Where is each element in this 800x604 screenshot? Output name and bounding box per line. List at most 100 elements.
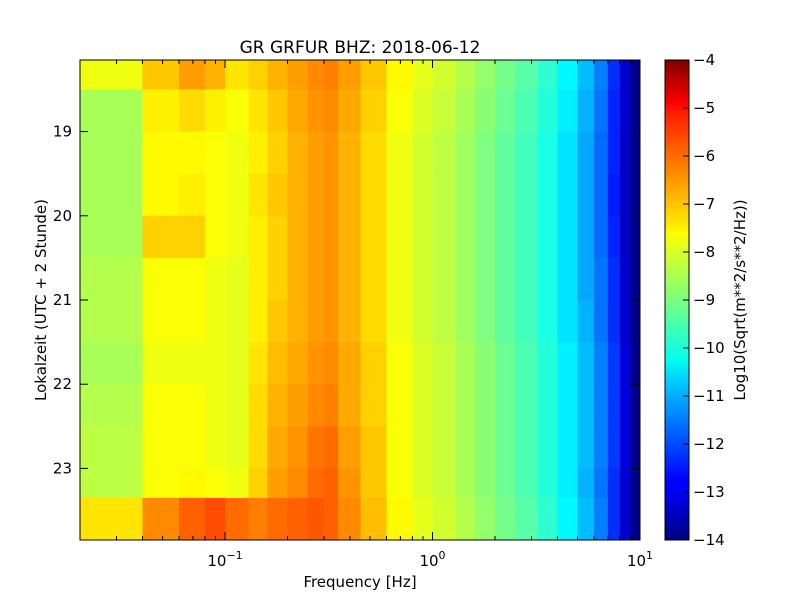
- heatmap-cell: [537, 60, 559, 91]
- heatmap-cell: [248, 131, 268, 175]
- heatmap-cell: [557, 131, 579, 175]
- heatmap-cell: [179, 60, 206, 91]
- heatmap-cell: [386, 426, 413, 470]
- heatmap-cell: [225, 257, 250, 301]
- heatmap-cell: [225, 468, 250, 499]
- heatmap-cell: [225, 173, 250, 217]
- heatmap-cell: [360, 215, 388, 259]
- heatmap-cell: [456, 60, 476, 91]
- heatmap-cell: [80, 131, 144, 175]
- heatmap-cell: [337, 215, 362, 259]
- heatmap-cell: [474, 468, 496, 499]
- heatmap-cell: [225, 384, 250, 427]
- heatmap-cell: [248, 60, 268, 91]
- heatmap-cell: [593, 215, 609, 259]
- heatmap-cell: [593, 342, 609, 385]
- heatmap-cell: [619, 342, 632, 385]
- x-tick-label: 100: [419, 549, 445, 570]
- heatmap-cell: [537, 89, 559, 133]
- heatmap-cell: [204, 131, 226, 175]
- heatmap-cell: [474, 131, 496, 175]
- heatmap-cell: [225, 497, 250, 540]
- heatmap-cell: [515, 257, 538, 301]
- heatmap-cell: [204, 384, 226, 427]
- heatmap-cell: [80, 468, 144, 499]
- heatmap-cell: [307, 60, 325, 91]
- heatmap-cell: [494, 384, 516, 427]
- heatmap-cell: [80, 60, 144, 91]
- colorbar-tick-label: −5: [693, 99, 715, 117]
- heatmap-cell: [267, 342, 289, 385]
- colorbar-label: Log10(Sqrt(m**2/s**2/Hz)): [731, 199, 749, 400]
- heatmap-cell: [432, 257, 457, 301]
- heatmap-cell: [225, 426, 250, 470]
- heatmap-cell: [515, 173, 538, 217]
- y-tick-label: 20: [53, 207, 72, 225]
- heatmap-cell: [287, 173, 309, 217]
- heatmap-cell: [337, 173, 362, 217]
- heatmap-cell: [607, 300, 621, 343]
- heatmap-cell: [577, 173, 595, 217]
- colorbar-tick-label: −13: [693, 483, 725, 501]
- heatmap-cell: [204, 468, 226, 499]
- heatmap-cell: [432, 131, 457, 175]
- heatmap-cell: [287, 497, 309, 540]
- heatmap-cell: [619, 426, 632, 470]
- heatmap-cell: [287, 468, 309, 499]
- heatmap-cell: [630, 426, 640, 470]
- heatmap-cell: [307, 384, 325, 427]
- heatmap-cell: [537, 468, 559, 499]
- heatmap-cell: [142, 89, 180, 133]
- heatmap-cell: [474, 257, 496, 301]
- heatmap-cell: [577, 89, 595, 133]
- heatmap-cell: [494, 300, 516, 343]
- heatmap-cell: [456, 215, 476, 259]
- heatmap-cell: [630, 468, 640, 499]
- heatmap-cell: [225, 131, 250, 175]
- heatmap-cell: [412, 342, 434, 385]
- heatmap-cell: [577, 300, 595, 343]
- heatmap-cell: [267, 426, 289, 470]
- heatmap-cell: [225, 300, 250, 343]
- heatmap-cell: [412, 384, 434, 427]
- heatmap-cell: [179, 89, 206, 133]
- heatmap-cell: [248, 173, 268, 217]
- heatmap-cell: [324, 342, 339, 385]
- heatmap-cell: [432, 497, 457, 540]
- heatmap-cell: [557, 89, 579, 133]
- heatmap-cell: [432, 60, 457, 91]
- heatmap-cell: [630, 384, 640, 427]
- heatmap-cell: [307, 215, 325, 259]
- heatmap-cell: [515, 131, 538, 175]
- heatmap-cell: [537, 131, 559, 175]
- heatmap-cell: [593, 384, 609, 427]
- heatmap-cell: [287, 215, 309, 259]
- heatmap-cell: [360, 426, 388, 470]
- heatmap-cell: [593, 60, 609, 91]
- heatmap-cell: [577, 131, 595, 175]
- heatmap-cell: [619, 60, 632, 91]
- heatmap-cell: [360, 89, 388, 133]
- heatmap-cell: [287, 426, 309, 470]
- heatmap-cell: [142, 257, 180, 301]
- colorbar-tick-label: −6: [693, 147, 715, 165]
- heatmap-cell: [619, 215, 632, 259]
- heatmap-cell: [412, 257, 434, 301]
- x-axis: 10−1 100 101: [116, 60, 653, 570]
- heatmap-cell: [80, 257, 144, 301]
- heatmap-cell: [630, 215, 640, 259]
- heatmap-cell: [456, 384, 476, 427]
- heatmap-cell: [494, 497, 516, 540]
- colorbar-tick-label: −4: [693, 51, 715, 69]
- heatmap-cell: [225, 89, 250, 133]
- heatmap-cell: [307, 131, 325, 175]
- heatmap-cell: [360, 342, 388, 385]
- heatmap-cell: [494, 215, 516, 259]
- heatmap-cell: [324, 89, 339, 133]
- heatmap-cell: [386, 215, 413, 259]
- y-axis: 19 20 21 22 23: [53, 123, 640, 477]
- y-tick-label: 23: [53, 459, 72, 477]
- heatmap-cell: [248, 384, 268, 427]
